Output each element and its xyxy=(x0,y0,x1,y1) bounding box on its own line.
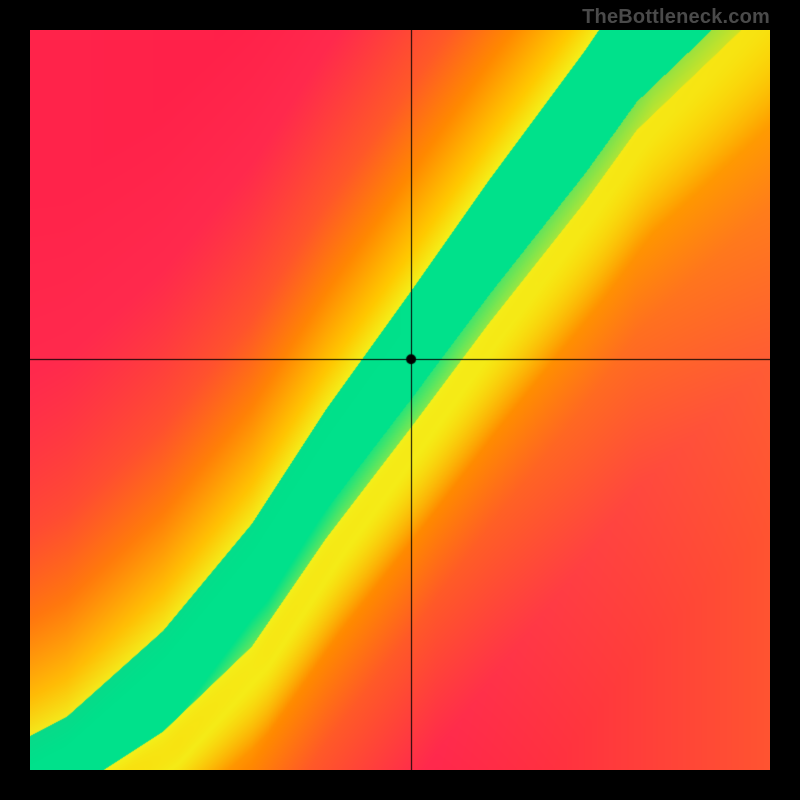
watermark-text: TheBottleneck.com xyxy=(582,6,770,29)
plot-area xyxy=(30,30,770,770)
heatmap-canvas xyxy=(30,30,770,770)
outer-frame: TheBottleneck.com xyxy=(0,0,800,800)
